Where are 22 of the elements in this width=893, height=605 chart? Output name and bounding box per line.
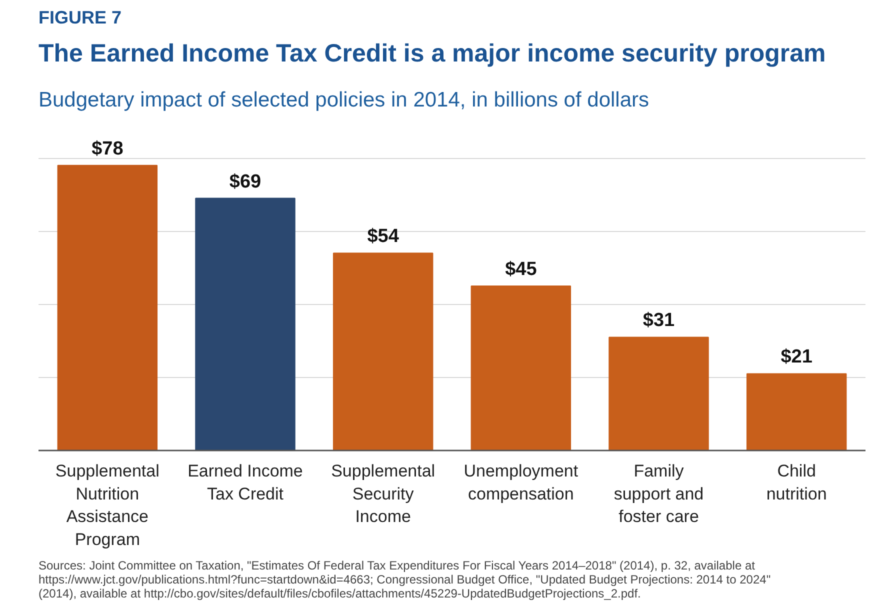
bar <box>470 286 572 450</box>
bar <box>608 336 709 450</box>
data-label: $54 <box>367 226 400 248</box>
bar <box>195 198 296 450</box>
chart-subtitle: Budgetary impact of selected policies in 2014, in billions of dollars <box>38 88 650 112</box>
source-note: Sources: Joint Committee on Taxation, "Estimates Of Federal Tax Expenditures For Fiscal Years 2014–2018" (2014), p. 32, available at https://www.jct.gov/publications.html?func=startdown&id=4663; Congressional Budget Office, "Updated Budget Projections: 2014 to 2024" (2014), available at http://cbo.gov/sites/default/files/cbofiles/attachments/45229-UpdatedBudgetProjections_2.pdf. <box>38 558 771 600</box>
data-label: $78 <box>92 138 124 160</box>
data-label: $21 <box>780 346 813 368</box>
caption: FIGURE 7 <box>38 8 122 28</box>
x-tick-label: Earned Income Tax Credit <box>188 462 303 504</box>
x-tick-label: Unemployment compensation <box>464 462 578 504</box>
bar <box>332 252 434 450</box>
x-tick-label: Supplemental Nutrition Assistance Program <box>55 462 160 549</box>
data-label: $69 <box>229 171 262 192</box>
x-tick-label: Family support and foster care <box>614 462 704 526</box>
data-label: $31 <box>642 310 676 332</box>
data-label: $45 <box>505 259 538 280</box>
chart-title: The Earned Income Tax Credit is a major income security program <box>38 40 826 68</box>
bar <box>57 164 158 450</box>
bar <box>746 373 847 450</box>
x-tick-label: Child nutrition <box>766 462 827 504</box>
x-tick-label: Supplemental Security Income <box>331 462 436 526</box>
